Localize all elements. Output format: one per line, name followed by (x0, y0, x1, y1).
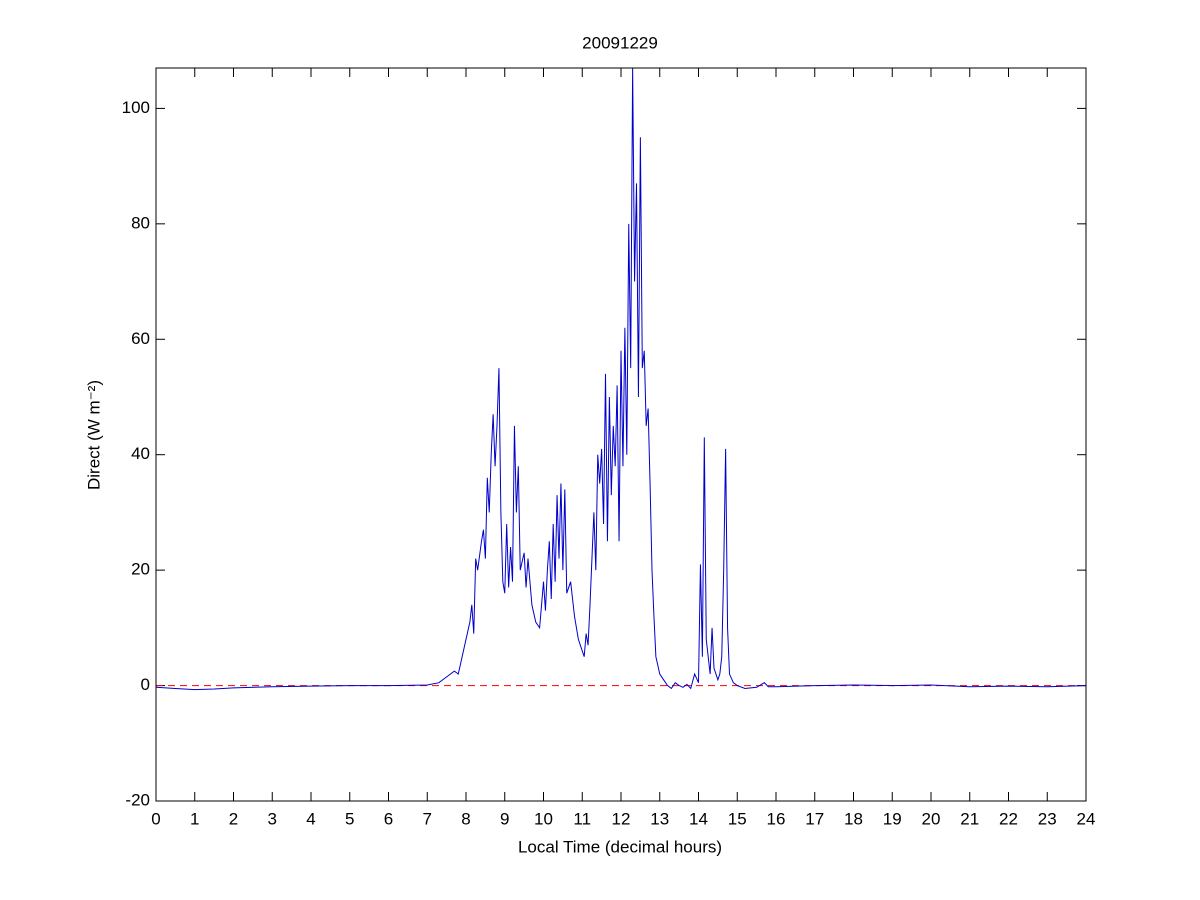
x-tick-label: 2 (229, 809, 238, 828)
y-tick-label: 20 (131, 560, 150, 579)
x-tick-label: 20 (922, 809, 941, 828)
x-tick-label: 4 (306, 809, 315, 828)
x-tick-label: 14 (689, 809, 708, 828)
y-axis-label: Direct (W m⁻²) (84, 380, 103, 490)
x-tick-label: 11 (573, 809, 591, 828)
x-tick-label: 21 (960, 809, 979, 828)
x-tick-label: 18 (844, 809, 863, 828)
plot-frame (155, 67, 1087, 802)
y-tick-label: 40 (131, 444, 150, 463)
x-tick-label: 3 (268, 809, 277, 828)
x-tick-label: 23 (1038, 809, 1057, 828)
x-tick-label: 8 (461, 809, 470, 828)
x-tick-label: 5 (345, 809, 354, 828)
x-tick-label: 12 (612, 809, 631, 828)
x-tick-label: 9 (500, 809, 509, 828)
y-tick-label: 80 (131, 213, 150, 232)
y-tick-label: 100 (122, 98, 150, 117)
x-tick-label: 24 (1077, 809, 1096, 828)
data-line (155, 67, 1087, 691)
x-tick-label: 10 (534, 809, 553, 828)
x-tick-label: 15 (728, 809, 747, 828)
x-tick-label: 1 (190, 809, 199, 828)
y-tick-label: 60 (131, 329, 150, 348)
chart-title: 20091229 (582, 33, 658, 52)
x-tick-label: 7 (423, 809, 432, 828)
y-tick-label: -20 (125, 790, 150, 809)
x-tick-label: 0 (151, 809, 160, 828)
x-axis-label: Local Time (decimal hours) (518, 837, 722, 856)
x-tick-label: 6 (384, 809, 393, 828)
x-tick-label: 17 (805, 809, 824, 828)
x-tick-label: 22 (999, 809, 1018, 828)
x-tick-label: 13 (650, 809, 669, 828)
x-tick-label: 19 (883, 809, 902, 828)
x-tick-label: 16 (767, 809, 786, 828)
y-tick-label: 0 (141, 675, 150, 694)
